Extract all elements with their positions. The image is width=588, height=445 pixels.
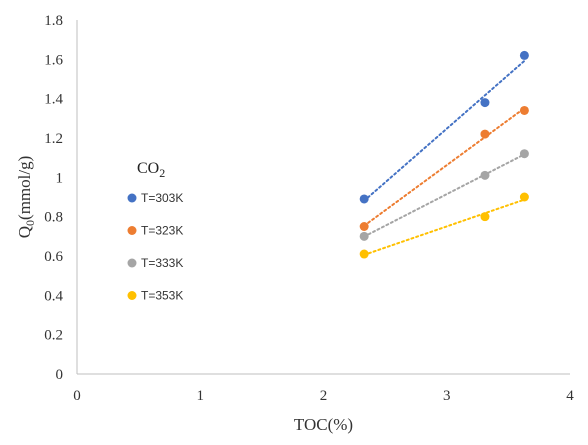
x-tick-label: 0 [73, 388, 81, 404]
data-point [519, 105, 529, 115]
data-points [359, 50, 529, 259]
x-tick-label: 2 [320, 388, 328, 404]
data-point [359, 222, 369, 231]
data-point [359, 194, 369, 204]
legend-label: T=323K [141, 224, 183, 238]
data-point [519, 149, 529, 159]
y-tick-label: 0 [56, 367, 64, 383]
legend-title-subscript: 2 [159, 166, 165, 180]
y-axis-title-unit: (mmol/g) [15, 156, 34, 220]
trendline [363, 198, 526, 256]
x-tick-label: 4 [566, 388, 574, 404]
data-point [519, 50, 529, 60]
data-point [480, 98, 490, 108]
y-axis-title-main: Q [15, 226, 34, 238]
legend-title-main: CO [137, 160, 159, 177]
y-tick-label: 0.2 [44, 328, 63, 344]
y-axis-title-subscript: 0 [23, 220, 37, 226]
y-tick-label: 0.6 [44, 249, 63, 265]
legend-marker [127, 226, 137, 235]
axes [76, 20, 570, 375]
data-point [480, 212, 490, 222]
legend-marker [127, 258, 137, 268]
y-tick-label: 0.8 [44, 210, 63, 226]
legend: CO2 T=303K T=323K T=333K T=353K [127, 160, 183, 303]
data-point [359, 249, 369, 259]
legend-items: T=303K T=323K T=333K T=353K [127, 191, 183, 303]
legend-marker [127, 291, 137, 300]
x-tick-labels: 0 1 2 3 4 [73, 388, 574, 404]
x-tick-label: 3 [443, 388, 451, 404]
legend-label: T=303K [141, 191, 183, 205]
trendlines [363, 59, 526, 256]
trendline [363, 107, 526, 227]
data-point [359, 231, 369, 241]
legend-title: CO2 [137, 160, 165, 180]
data-point [480, 170, 490, 180]
y-tick-label: 1.8 [44, 13, 63, 29]
x-tick-label: 1 [197, 388, 205, 404]
data-point [480, 129, 490, 139]
y-axis-title: Q0(mmol/g) [15, 156, 37, 239]
y-tick-label: 0.4 [44, 288, 63, 304]
trendline [363, 153, 526, 238]
y-tick-label: 1 [56, 170, 64, 186]
y-tick-label: 1.2 [44, 131, 63, 147]
y-tick-label: 1.4 [44, 92, 63, 108]
data-point [519, 192, 529, 202]
legend-marker [127, 193, 137, 203]
legend-label: T=333K [141, 256, 183, 270]
x-axis-title: TOC(%) [294, 415, 353, 434]
y-tick-label: 1.6 [44, 52, 63, 68]
trendline [363, 59, 526, 202]
y-tick-labels: 0 0.2 0.4 0.6 0.8 1 1.2 1.4 1.6 1.8 [44, 13, 63, 383]
legend-label: T=353K [141, 289, 183, 303]
